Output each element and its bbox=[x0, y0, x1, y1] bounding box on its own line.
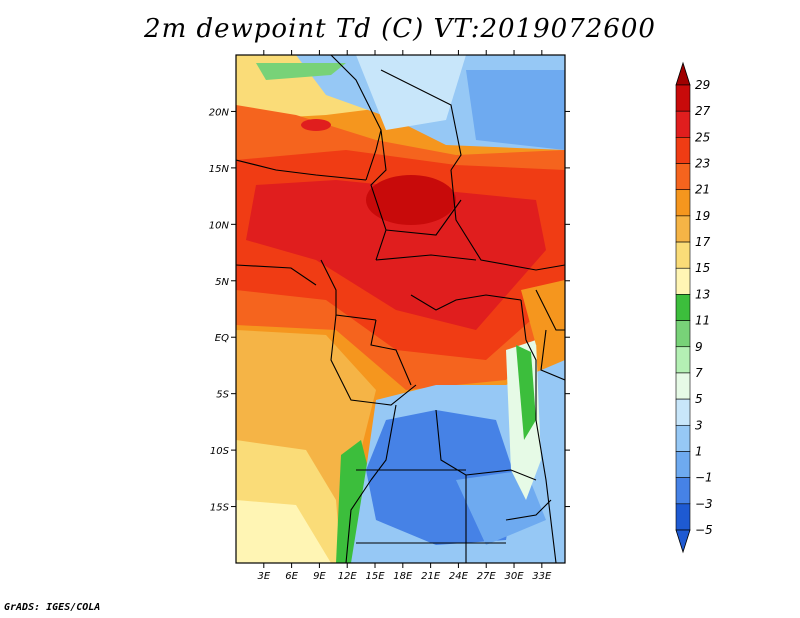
colorbar-label: 13 bbox=[695, 287, 710, 301]
colorbar-label: 3 bbox=[695, 418, 703, 432]
colorbar-top-arrow bbox=[675, 61, 691, 86]
colorbar-swatch bbox=[675, 267, 691, 295]
colorbar-label: 15 bbox=[695, 261, 710, 275]
colorbar-swatch bbox=[675, 451, 691, 478]
lat-tick-label: 20N bbox=[209, 107, 230, 118]
colorbar: 29 27 25 23 21 19 17 15 13 11 9 7 5 3 1 −1 −3 −5 bbox=[675, 61, 713, 554]
colorbar-label: 17 bbox=[695, 235, 711, 249]
lat-tick-label: 5S bbox=[216, 390, 229, 401]
colorbar-swatch bbox=[675, 372, 691, 400]
colorbar-label: 9 bbox=[695, 340, 703, 354]
colorbar-label: 21 bbox=[695, 183, 710, 197]
lat-tick-label: 10S bbox=[210, 446, 230, 457]
colorbar-swatch bbox=[675, 215, 691, 243]
lat-tick-label: EQ bbox=[215, 333, 229, 344]
colorbar-label: 25 bbox=[695, 130, 710, 144]
colorbar-swatch bbox=[675, 346, 691, 374]
colorbar-swatch bbox=[675, 241, 691, 269]
colorbar-label: −1 bbox=[695, 471, 713, 485]
colorbar-swatch bbox=[675, 320, 691, 348]
colorbar-label: 27 bbox=[695, 104, 711, 118]
colorbar-swatch bbox=[675, 110, 691, 138]
lon-tick-label: 15E bbox=[365, 571, 385, 582]
lon-tick-label: 12E bbox=[338, 571, 358, 582]
lon-tick-label: 21E bbox=[421, 571, 441, 582]
lat-tick-label: 15N bbox=[209, 164, 230, 175]
lat-tick-label: 15S bbox=[210, 503, 230, 514]
grads-credit: GrADS: IGES/COLA bbox=[4, 602, 101, 613]
colorbar-swatch bbox=[675, 398, 691, 426]
country-borders bbox=[236, 55, 565, 563]
colorbar-swatch bbox=[675, 163, 691, 191]
colorbar-label: −5 bbox=[695, 523, 713, 537]
colorbar-swatch bbox=[675, 294, 691, 321]
dewpoint-field bbox=[236, 55, 565, 563]
colorbar-swatch bbox=[675, 503, 691, 531]
map-frame bbox=[235, 54, 566, 564]
lat-tick-label: 5N bbox=[215, 277, 229, 288]
lon-tick-label: 27E bbox=[477, 571, 497, 582]
colorbar-swatch bbox=[675, 424, 691, 452]
lon-tick-label: 6E bbox=[285, 571, 298, 582]
colorbar-swatch bbox=[675, 84, 691, 112]
colorbar-label: 29 bbox=[695, 78, 710, 92]
colorbar-swatch bbox=[675, 477, 691, 505]
colorbar-label: 23 bbox=[695, 157, 710, 171]
colorbar-swatch bbox=[675, 189, 691, 217]
colorbar-label: 1 bbox=[695, 444, 703, 458]
lat-tick-label: 10N bbox=[209, 220, 230, 231]
colorbar-label: 11 bbox=[695, 314, 710, 328]
colorbar-swatch bbox=[675, 137, 691, 164]
lon-tick-label: 30E bbox=[505, 571, 525, 582]
lon-tick-label: 3E bbox=[257, 571, 270, 582]
colorbar-label: 7 bbox=[695, 366, 703, 380]
colorbar-bottom-arrow bbox=[675, 529, 691, 554]
colorbar-label: 19 bbox=[695, 209, 710, 223]
lon-tick-label: 9E bbox=[313, 571, 326, 582]
colorbar-label: −3 bbox=[695, 497, 713, 511]
lon-tick-label: 24E bbox=[449, 571, 469, 582]
lon-tick-label: 33E bbox=[532, 571, 552, 582]
map-title: 2m dewpoint Td (C) VT:2019072600 bbox=[144, 14, 656, 44]
colorbar-label: 5 bbox=[695, 392, 703, 406]
lon-tick-label: 18E bbox=[393, 571, 413, 582]
